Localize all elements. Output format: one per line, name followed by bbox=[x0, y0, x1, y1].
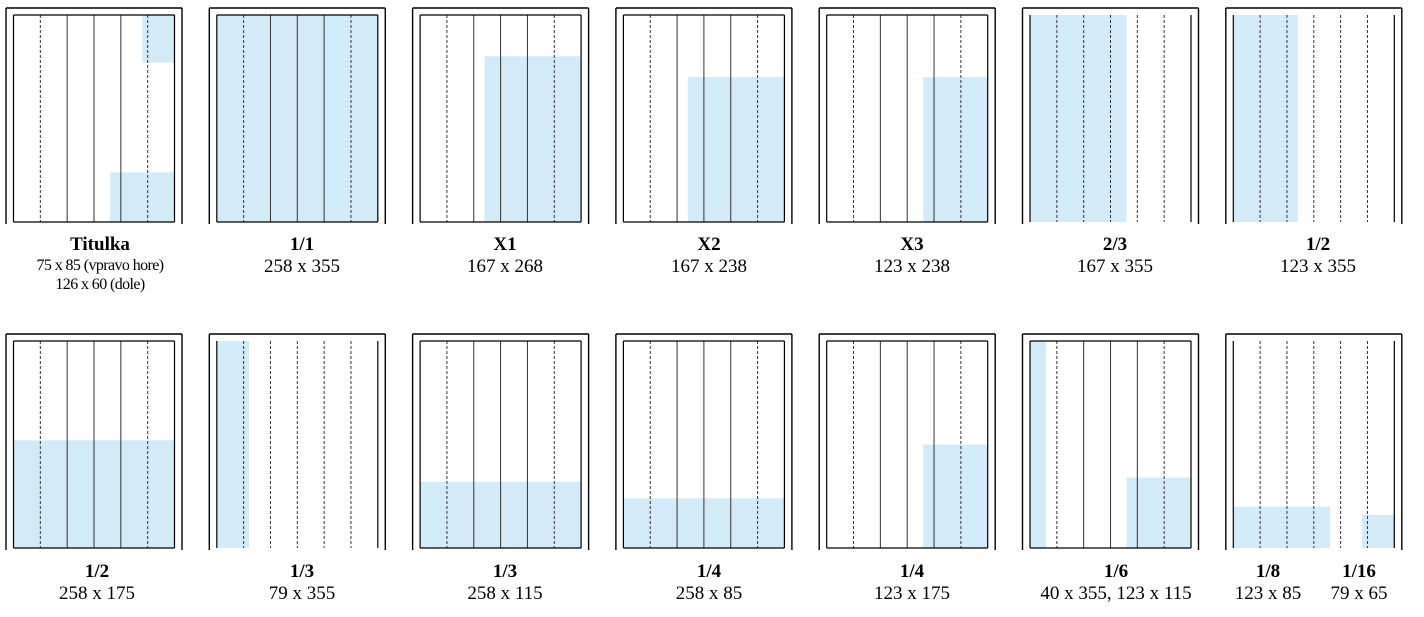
format-size: 79 x 65 bbox=[1330, 582, 1388, 604]
format-size: 167 x 355 bbox=[1077, 255, 1153, 277]
caption-1-2-vertical: 1/2 123 x 355 bbox=[1236, 234, 1400, 278]
format-title: 1/1 bbox=[289, 234, 315, 255]
ad-area bbox=[1362, 514, 1395, 548]
caption-x1: X1 167 x 268 bbox=[423, 234, 587, 278]
caption-2-3: 2/3 167 x 355 bbox=[1033, 234, 1197, 278]
format-title: X3 bbox=[900, 234, 924, 255]
ad-area bbox=[484, 56, 582, 223]
caption-x3: X3 123 x 238 bbox=[830, 234, 994, 278]
format-size: 123 x 238 bbox=[874, 255, 950, 277]
ad-area bbox=[142, 15, 175, 63]
ad-area bbox=[923, 77, 988, 222]
format-size: 123 x 85 bbox=[1234, 582, 1302, 604]
format-title: X1 bbox=[493, 234, 517, 255]
caption-1-3-horizontal: 1/3 258 x 115 bbox=[423, 561, 587, 605]
format-size: 258 x 355 bbox=[264, 255, 340, 277]
caption-1-4-block: 1/4 123 x 175 bbox=[830, 561, 994, 605]
caption-titulka: Titulka 75 x 85 (vpravo hore) 126 x 60 (… bbox=[20, 234, 180, 294]
format-size: 123 x 355 bbox=[1280, 255, 1356, 277]
ad-area bbox=[1233, 506, 1330, 548]
caption-1-3-vertical: 1/3 79 x 355 bbox=[220, 561, 384, 605]
format-title: 1/4 bbox=[696, 561, 722, 582]
format-size: 167 x 268 bbox=[467, 255, 543, 277]
format-size: 258 x 115 bbox=[467, 582, 543, 604]
format-title: 1/8 bbox=[1255, 561, 1281, 582]
caption-1-1: 1/1 258 x 355 bbox=[220, 234, 384, 278]
ad-area bbox=[923, 444, 988, 548]
format-size: 79 x 355 bbox=[268, 582, 336, 604]
caption-1-16: 1/16 79 x 65 bbox=[1318, 561, 1400, 605]
ad-area bbox=[1126, 477, 1191, 548]
ad-area bbox=[1233, 15, 1298, 222]
format-title: 1/4 bbox=[899, 561, 925, 582]
format-title: X2 bbox=[697, 234, 721, 255]
format-title: Titulka bbox=[70, 234, 130, 255]
format-size: 75 x 85 (vpravo hore) bbox=[36, 256, 165, 274]
ad-area bbox=[216, 341, 249, 548]
ad-area bbox=[1030, 15, 1127, 222]
format-size: 258 x 175 bbox=[59, 582, 135, 604]
format-size: 258 x 85 bbox=[675, 582, 743, 604]
ad-area bbox=[687, 77, 785, 222]
caption-1-2-horizontal: 1/2 258 x 175 bbox=[15, 561, 179, 605]
format-size: 126 x 60 (dole) bbox=[55, 276, 145, 294]
format-title: 1/2 bbox=[1305, 234, 1331, 255]
ad-area bbox=[110, 172, 175, 222]
caption-1-8: 1/8 123 x 85 bbox=[1220, 561, 1316, 605]
format-title: 1/3 bbox=[289, 561, 315, 582]
caption-1-6: 1/6 40 x 355, 123 x 115 bbox=[1018, 561, 1214, 605]
format-title: 1/2 bbox=[84, 561, 110, 582]
format-title: 2/3 bbox=[1102, 234, 1128, 255]
format-size: 123 x 175 bbox=[874, 582, 950, 604]
caption-1-4-horizontal: 1/4 258 x 85 bbox=[627, 561, 791, 605]
format-size: 40 x 355, 123 x 115 bbox=[1040, 582, 1192, 604]
format-title: 1/16 bbox=[1342, 561, 1376, 582]
format-title: 1/3 bbox=[492, 561, 518, 582]
format-title: 1/6 bbox=[1103, 561, 1129, 582]
caption-x2: X2 167 x 238 bbox=[627, 234, 791, 278]
format-size: 167 x 238 bbox=[671, 255, 747, 277]
ad-area bbox=[1030, 341, 1047, 548]
